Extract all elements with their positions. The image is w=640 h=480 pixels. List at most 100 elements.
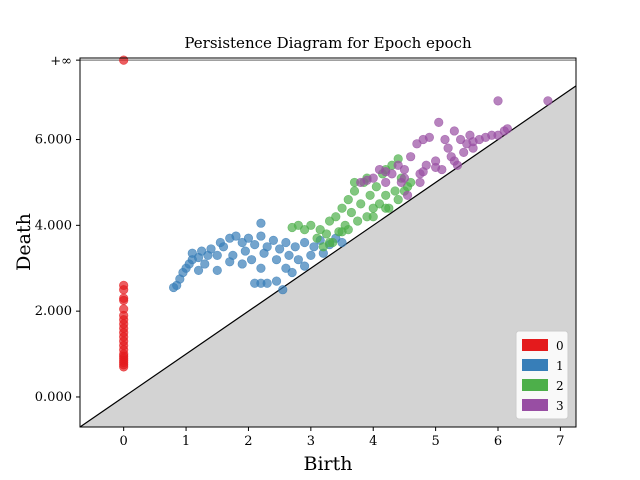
point-h3 xyxy=(443,143,453,153)
x-tick-label: 3 xyxy=(307,434,315,449)
point-h0 xyxy=(119,285,129,295)
x-tick-label: 7 xyxy=(556,434,564,449)
point-h2 xyxy=(346,207,356,218)
point-h1 xyxy=(306,250,316,260)
point-h3 xyxy=(502,124,512,134)
point-h1 xyxy=(246,255,257,265)
point-h1 xyxy=(290,242,300,252)
point-h1 xyxy=(271,255,282,265)
point-h1 xyxy=(250,240,260,250)
legend-label: 2 xyxy=(556,379,564,393)
point-h3 xyxy=(368,173,378,183)
point-h1 xyxy=(187,248,197,258)
point-h1 xyxy=(206,244,216,254)
point-h2 xyxy=(393,194,403,205)
point-h1 xyxy=(243,233,254,243)
legend-box xyxy=(515,330,569,420)
point-h2 xyxy=(324,237,335,248)
point-h1 xyxy=(300,237,310,248)
point-h3 xyxy=(543,96,553,106)
point-h2 xyxy=(371,182,381,192)
point-h3 xyxy=(440,134,450,145)
point-h1 xyxy=(212,250,222,260)
point-h2 xyxy=(390,186,400,196)
point-h2 xyxy=(368,212,378,222)
point-h3 xyxy=(424,132,434,142)
point-h2 xyxy=(293,220,303,230)
point-h3 xyxy=(449,156,459,166)
point-h2 xyxy=(356,199,366,209)
point-h3 xyxy=(406,152,416,162)
point-h3 xyxy=(402,190,413,200)
point-h1 xyxy=(275,244,285,254)
point-h3 xyxy=(381,167,391,177)
plot-frame xyxy=(79,57,577,428)
point-h1 xyxy=(218,242,229,252)
point-h1 xyxy=(278,285,288,295)
point-h3 xyxy=(455,134,466,145)
point-h1 xyxy=(262,278,272,288)
point-h3 xyxy=(434,117,444,127)
point-h1 xyxy=(256,231,266,241)
x-tick-label: 0 xyxy=(120,434,128,449)
point-h3 xyxy=(399,173,410,183)
point-h1 xyxy=(237,237,247,248)
infinity-tick-label: +∞ xyxy=(50,54,72,69)
y-tick-label: 4.000 xyxy=(35,218,72,233)
point-h1 xyxy=(225,257,235,267)
legend-swatch xyxy=(522,399,548,411)
point-h3 xyxy=(459,147,469,157)
point-h1 xyxy=(237,259,247,269)
point-h1 xyxy=(240,246,250,256)
legend-swatch xyxy=(522,339,548,351)
point-h1 xyxy=(231,231,241,241)
point-h2 xyxy=(312,233,322,243)
point-h1 xyxy=(193,265,204,275)
legend: 0 1 2 3 xyxy=(515,330,569,420)
point-h1 xyxy=(300,261,310,271)
y-tick-label: 0.000 xyxy=(35,390,72,405)
point-h3 xyxy=(493,130,503,140)
x-axis-title: Birth xyxy=(304,453,353,475)
point-h0 xyxy=(119,362,129,372)
diagonal-line xyxy=(79,85,577,428)
x-tick-label: 5 xyxy=(431,434,439,449)
point-h1 xyxy=(256,263,266,273)
legend-swatch xyxy=(522,379,548,391)
x-tick-label: 1 xyxy=(182,434,190,449)
point-h2 xyxy=(381,190,391,200)
point-h0 xyxy=(119,55,129,65)
point-h1 xyxy=(281,237,291,248)
chart-title: Persistence Diagram for Epoch epoch xyxy=(184,34,472,52)
point-h2 xyxy=(349,186,360,196)
point-h2 xyxy=(337,227,347,237)
x-tick-label: 2 xyxy=(244,434,252,449)
point-h3 xyxy=(468,137,478,147)
point-h1 xyxy=(256,218,266,228)
point-h1 xyxy=(212,265,222,275)
point-h3 xyxy=(493,96,503,106)
plot-area: 0 1 2 3 4 5 6 7 0.000 2.000 4.000 6.000 +∞ 0 1 2 3 xyxy=(35,54,577,449)
point-h1 xyxy=(268,235,279,245)
point-h1 xyxy=(293,255,303,265)
point-h2 xyxy=(306,220,316,230)
point-h2 xyxy=(300,225,310,235)
point-h1 xyxy=(200,259,210,269)
point-h1 xyxy=(197,246,207,256)
point-h1 xyxy=(262,242,272,252)
legend-swatch xyxy=(522,359,548,371)
point-h1 xyxy=(281,263,291,273)
point-h2 xyxy=(318,242,328,252)
point-h1 xyxy=(284,250,294,260)
point-h3 xyxy=(431,162,441,173)
point-h2 xyxy=(365,190,375,200)
legend-label: 1 xyxy=(556,359,564,373)
point-h3 xyxy=(412,139,422,149)
point-h3 xyxy=(399,164,410,175)
point-h2 xyxy=(374,199,385,209)
point-h2 xyxy=(337,203,347,213)
legend-label: 3 xyxy=(556,399,564,413)
y-tick-label: 6.000 xyxy=(35,133,72,148)
